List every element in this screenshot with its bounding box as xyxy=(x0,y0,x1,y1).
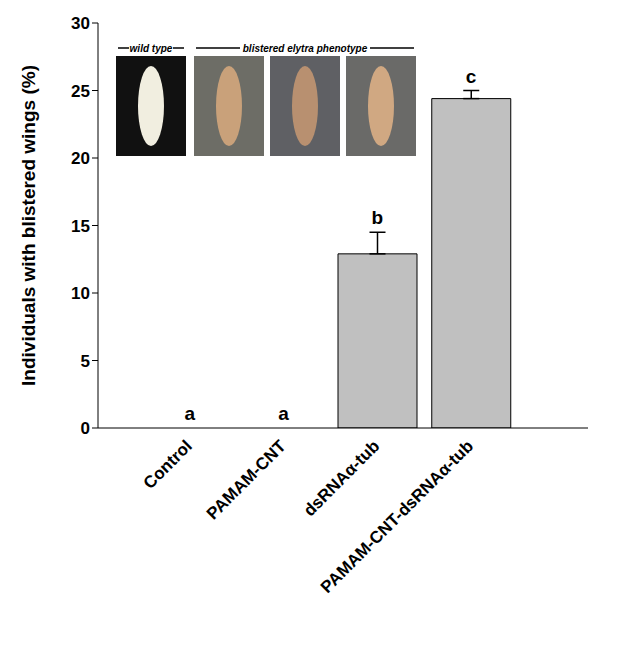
svg-text:Control: Control xyxy=(140,437,196,493)
svg-text:30: 30 xyxy=(71,14,90,33)
svg-text:15: 15 xyxy=(71,217,90,236)
svg-text:PAMAM-CNT-dsRNAα-tub: PAMAM-CNT-dsRNAα-tub xyxy=(317,437,477,597)
svg-text:PAMAM-CNT: PAMAM-CNT xyxy=(203,436,290,523)
svg-text:a: a xyxy=(185,403,196,424)
svg-text:a: a xyxy=(278,403,289,424)
svg-text:blistered elytra phenotype: blistered elytra phenotype xyxy=(243,43,368,54)
svg-text:25: 25 xyxy=(71,82,90,101)
svg-text:b: b xyxy=(372,207,384,228)
svg-text:20: 20 xyxy=(71,149,90,168)
svg-text:5: 5 xyxy=(81,352,90,371)
svg-text:Individuals with blistered win: Individuals with blistered wings (%) xyxy=(18,65,39,386)
svg-text:10: 10 xyxy=(71,284,90,303)
svg-text:dsRNAα-tub: dsRNAα-tub xyxy=(300,437,384,521)
svg-text:c: c xyxy=(466,66,477,87)
svg-text:0: 0 xyxy=(81,419,90,438)
svg-text:wild type: wild type xyxy=(130,43,173,54)
